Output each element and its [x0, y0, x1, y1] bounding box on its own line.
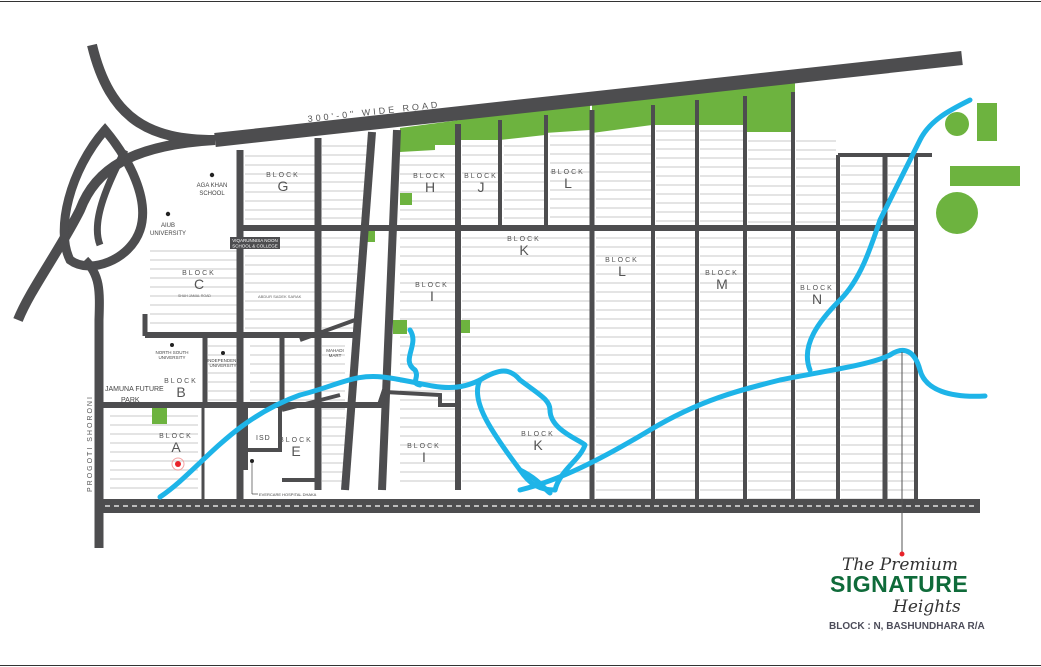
block-letter-i: I [430, 288, 434, 304]
block-word: BLOCK [800, 285, 834, 292]
aga-khan-label-2: SCHOOL [199, 191, 225, 197]
iub-label: INDEPENDENT [207, 358, 240, 363]
logo-line-heights: Heights [892, 597, 961, 617]
block-letter-k: K [519, 242, 529, 258]
block-word: BLOCK [521, 431, 555, 438]
abdur-sadek-sarak-label: ABDUR SADEK SARAK [258, 294, 302, 299]
block-letter-g: G [278, 178, 289, 194]
block-letter-j: J [478, 179, 485, 195]
block-letter-n: N [812, 291, 822, 307]
block-letter-a: A [171, 439, 181, 455]
block-letter-i: I [422, 449, 426, 465]
isd-label: ISD [256, 435, 271, 442]
jamuna-label: JAMUNA FUTURE [105, 386, 164, 393]
viqarunnisa-label: VIQARUNNISA NOON [232, 238, 278, 243]
signature-heights-marker [899, 551, 905, 557]
signature-heights-logo: The Premium SIGNATURE Heights BLOCK : N,… [829, 555, 985, 632]
nsu-label-2: UNIVERSITY [158, 355, 185, 360]
block-word: BLOCK [605, 257, 639, 264]
progoti-shoroni-label: PROGOTI SHORONI [87, 395, 94, 492]
block-word: BLOCK [415, 282, 449, 289]
current-location-marker [171, 457, 185, 471]
block-word: BLOCK [182, 270, 216, 277]
aga-khan-label: AGA KHAN [197, 183, 228, 189]
block-word: BLOCK [705, 270, 739, 277]
block-word: BLOCK [507, 236, 541, 243]
mahadi-label: MAHADI [326, 348, 344, 353]
hospital-label: EVERCARE HOSPITAL DHAKA [259, 492, 317, 497]
logo-location: BLOCK : N, BASHUNDHARA R/A [829, 621, 985, 632]
block-letter-m: M [716, 276, 728, 292]
iub-label-2: UNIVERSITY [209, 363, 236, 368]
block-letter-e: E [291, 443, 300, 459]
block-letter-k: K [533, 437, 543, 453]
nsu-label: NORTH SOUTH [156, 350, 189, 355]
rivers [157, 97, 988, 500]
block-word: BLOCK [413, 173, 447, 180]
block-letter-b: B [176, 384, 185, 400]
aiub-label-2: UNIVERSITY [150, 231, 186, 237]
logo-line-premium: The Premium [842, 555, 958, 575]
mahadi-label-2: MART [329, 353, 342, 358]
block-word: BLOCK [164, 378, 198, 385]
block-letter-c: C [194, 276, 204, 292]
block-letter-l: L [618, 263, 626, 279]
block-word: BLOCK [279, 437, 313, 444]
viqarunnisa-label-2: SCHOOL & COLLEGE [232, 244, 278, 249]
block-letter-l: L [564, 175, 572, 191]
roads [13, 43, 980, 548]
block-word: BLOCK [266, 172, 300, 179]
block-word: BLOCK [464, 173, 498, 180]
block-word: BLOCK [159, 433, 193, 440]
aiub-label: AIUB [161, 223, 175, 229]
block-word: BLOCK [551, 169, 585, 176]
minor-road-label: SHAH JAMAL ROAD [178, 294, 211, 298]
logo-line-signature: SIGNATURE [830, 571, 968, 597]
block-word: BLOCK [407, 443, 441, 450]
block-letter-h: H [425, 179, 435, 195]
places: AGA KHAN SCHOOL AIUB UNIVERSITY VIQARUNN… [105, 172, 344, 497]
jamuna-label-2: PARK [121, 397, 140, 404]
